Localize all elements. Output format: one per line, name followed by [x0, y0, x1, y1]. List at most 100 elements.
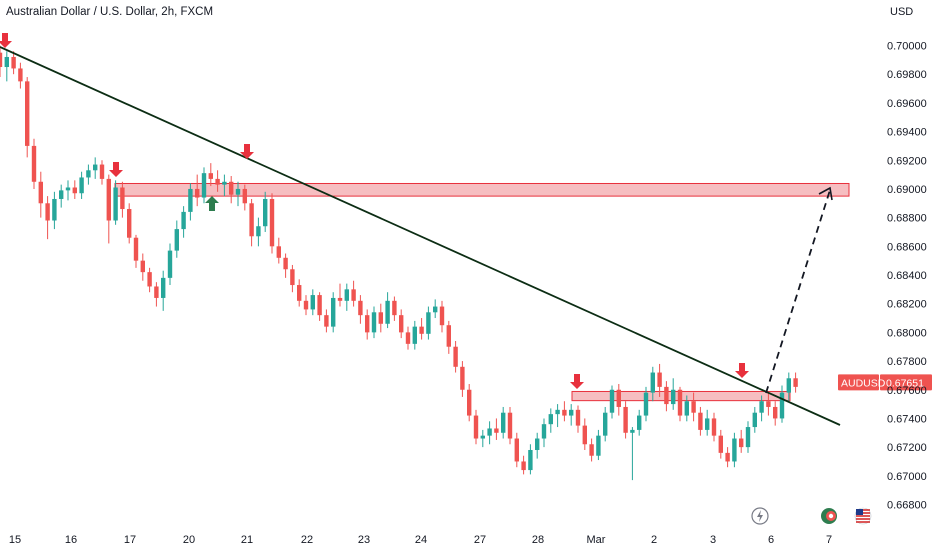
candle-body	[405, 332, 411, 344]
candle-body	[222, 181, 227, 185]
candle-body	[664, 386, 669, 405]
candle-body	[113, 187, 118, 221]
axes: 0.70000 0.69800 0.69600 0.69400 0.69200 0.690…	[9, 41, 927, 547]
sell-arrow-icon	[735, 363, 749, 378]
candle-body	[684, 401, 689, 416]
candle-body	[147, 272, 152, 287]
candle-body	[541, 424, 547, 439]
symbol-label: AUDUSD	[841, 377, 886, 389]
candle-body	[297, 285, 302, 301]
candle-body	[460, 366, 465, 390]
candle-body	[392, 300, 397, 316]
x-tick-label: 7	[826, 534, 832, 546]
candle-body	[739, 438, 744, 448]
candle-body	[528, 449, 533, 471]
price-badge: AUDUSD 0.67651	[838, 374, 932, 391]
candle-body	[412, 326, 417, 344]
candle-body	[507, 412, 513, 439]
candle-body	[569, 409, 574, 416]
candle-body	[65, 187, 71, 191]
candle-body	[779, 392, 785, 419]
flash-icon	[751, 507, 769, 525]
candle-body	[575, 409, 581, 426]
candle-body	[120, 187, 125, 210]
candle-body	[521, 461, 526, 471]
candle-body	[93, 164, 98, 171]
candle-body	[106, 178, 111, 221]
buy-arrow-icon	[205, 196, 219, 211]
candle-body	[38, 181, 43, 204]
chart-title: Australian Dollar / U.S. Dollar, 2h, FXC…	[6, 6, 214, 18]
y-tick-label: 0.68600	[887, 241, 927, 253]
x-tick-label: 3	[710, 534, 716, 546]
candle-body	[752, 412, 757, 428]
candle-body	[433, 306, 438, 313]
y-tick-label: 0.69600	[887, 98, 927, 110]
candle-body	[79, 177, 84, 194]
x-tick-label: 24	[415, 534, 427, 546]
candle-body	[290, 269, 295, 286]
candle-body	[283, 257, 288, 270]
candle-body	[426, 312, 431, 334]
candle-body	[589, 444, 594, 456]
y-tick-label: 0.68200	[887, 299, 927, 311]
symbol-badge	[838, 374, 879, 391]
candle-body	[467, 389, 472, 416]
candle-body	[133, 237, 139, 261]
x-tick-label: Mar	[587, 534, 606, 546]
y-tick-label: 0.67000	[887, 471, 927, 483]
candle-body	[99, 164, 105, 179]
candle-body	[215, 178, 220, 185]
candle-body	[195, 188, 200, 198]
candle-body	[188, 188, 193, 212]
x-tick-label: 16	[65, 534, 77, 546]
trendline	[0, 46, 841, 426]
candle-body	[161, 277, 166, 298]
candle-body	[256, 226, 261, 237]
x-tick-label: 28	[532, 534, 544, 546]
x-tick-label: 6	[768, 534, 774, 546]
candle-body	[263, 198, 268, 227]
candle-body	[52, 198, 57, 221]
candle-body	[793, 378, 798, 387]
candle-body	[140, 260, 145, 273]
projection-arrowhead	[818, 186, 833, 201]
candles	[0, 45, 798, 481]
candle-body	[303, 300, 309, 310]
candle-body	[582, 425, 587, 445]
candle-body	[371, 312, 377, 333]
x-tick-label: 21	[241, 534, 253, 546]
candle-body	[773, 406, 778, 419]
candle-body	[11, 56, 16, 69]
projection-line	[765, 189, 831, 394]
candle-body	[167, 250, 173, 278]
candle-body	[59, 190, 64, 199]
y-tick-label: 0.67800	[887, 356, 927, 368]
sell-arrow-icon	[0, 33, 12, 48]
candle-body	[317, 295, 322, 316]
last-price-label: 0.67651	[886, 377, 924, 389]
candle-body	[555, 409, 560, 415]
candle-body	[705, 418, 710, 430]
candle-body	[487, 428, 492, 436]
y-tick-label: 0.69000	[887, 184, 927, 196]
candle-body	[385, 300, 390, 324]
candle-body	[331, 297, 336, 327]
y-tick-label: 0.69800	[887, 69, 927, 81]
candle-body	[229, 181, 234, 195]
candle-body	[711, 418, 717, 436]
candle-body	[174, 229, 179, 251]
candle-body	[127, 209, 132, 238]
candle-body	[596, 435, 601, 456]
candle-body	[562, 409, 567, 416]
candle-body	[31, 145, 37, 182]
candle-body	[657, 372, 662, 387]
candle-body	[453, 346, 458, 367]
x-tick-label: 17	[124, 534, 136, 546]
x-tick-label: 27	[474, 534, 486, 546]
candle-body	[759, 401, 764, 413]
candle-body	[745, 427, 751, 448]
candle-body	[548, 414, 553, 425]
candle-body	[208, 173, 213, 179]
